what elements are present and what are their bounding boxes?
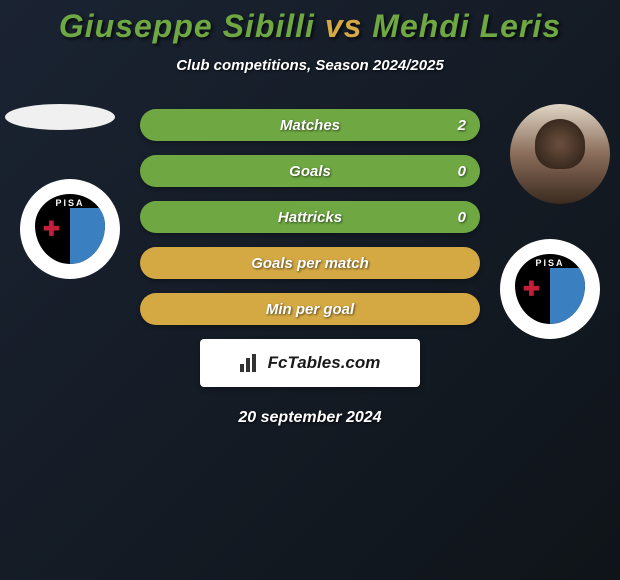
stat-label: Hattricks (278, 209, 342, 226)
player1-club-badge: PISA (20, 179, 120, 279)
vs-text: vs (325, 8, 363, 44)
brand-text: FcTables.com (268, 353, 381, 373)
pisa-logo-icon: PISA (35, 194, 105, 264)
subtitle: Club competitions, Season 2024/2025 (0, 57, 620, 74)
stat-label: Goals (289, 163, 331, 180)
stat-value: 0 (458, 163, 466, 180)
page-title: Giuseppe Sibilli vs Mehdi Leris (0, 8, 620, 45)
stat-bar-min-per-goal: Min per goal (140, 293, 480, 325)
footer-brand-badge[interactable]: FcTables.com (200, 339, 420, 387)
player2-club-badge: PISA (500, 239, 600, 339)
comparison-card: Giuseppe Sibilli vs Mehdi Leris Club com… (0, 0, 620, 427)
stats-area: PISA PISA Matches 2 Goals 0 Hattricks 0 (0, 104, 620, 427)
club-name-right: PISA (515, 258, 585, 268)
player1-avatar (5, 104, 115, 130)
stat-value: 0 (458, 209, 466, 226)
pisa-logo-icon: PISA (515, 254, 585, 324)
stat-bar-goals: Goals 0 (140, 155, 480, 187)
chart-icon (240, 354, 262, 372)
date-text: 20 september 2024 (0, 409, 620, 427)
player2-name: Mehdi Leris (372, 8, 561, 44)
player1-name: Giuseppe Sibilli (59, 8, 315, 44)
club-name-left: PISA (35, 198, 105, 208)
stat-bars: Matches 2 Goals 0 Hattricks 0 Goals per … (140, 104, 480, 325)
stat-bar-goals-per-match: Goals per match (140, 247, 480, 279)
stat-label: Goals per match (251, 255, 369, 272)
stat-bar-matches: Matches 2 (140, 109, 480, 141)
stat-value: 2 (458, 117, 466, 134)
stat-bar-hattricks: Hattricks 0 (140, 201, 480, 233)
player2-avatar (510, 104, 610, 204)
stat-label: Min per goal (266, 301, 354, 318)
stat-label: Matches (280, 117, 340, 134)
